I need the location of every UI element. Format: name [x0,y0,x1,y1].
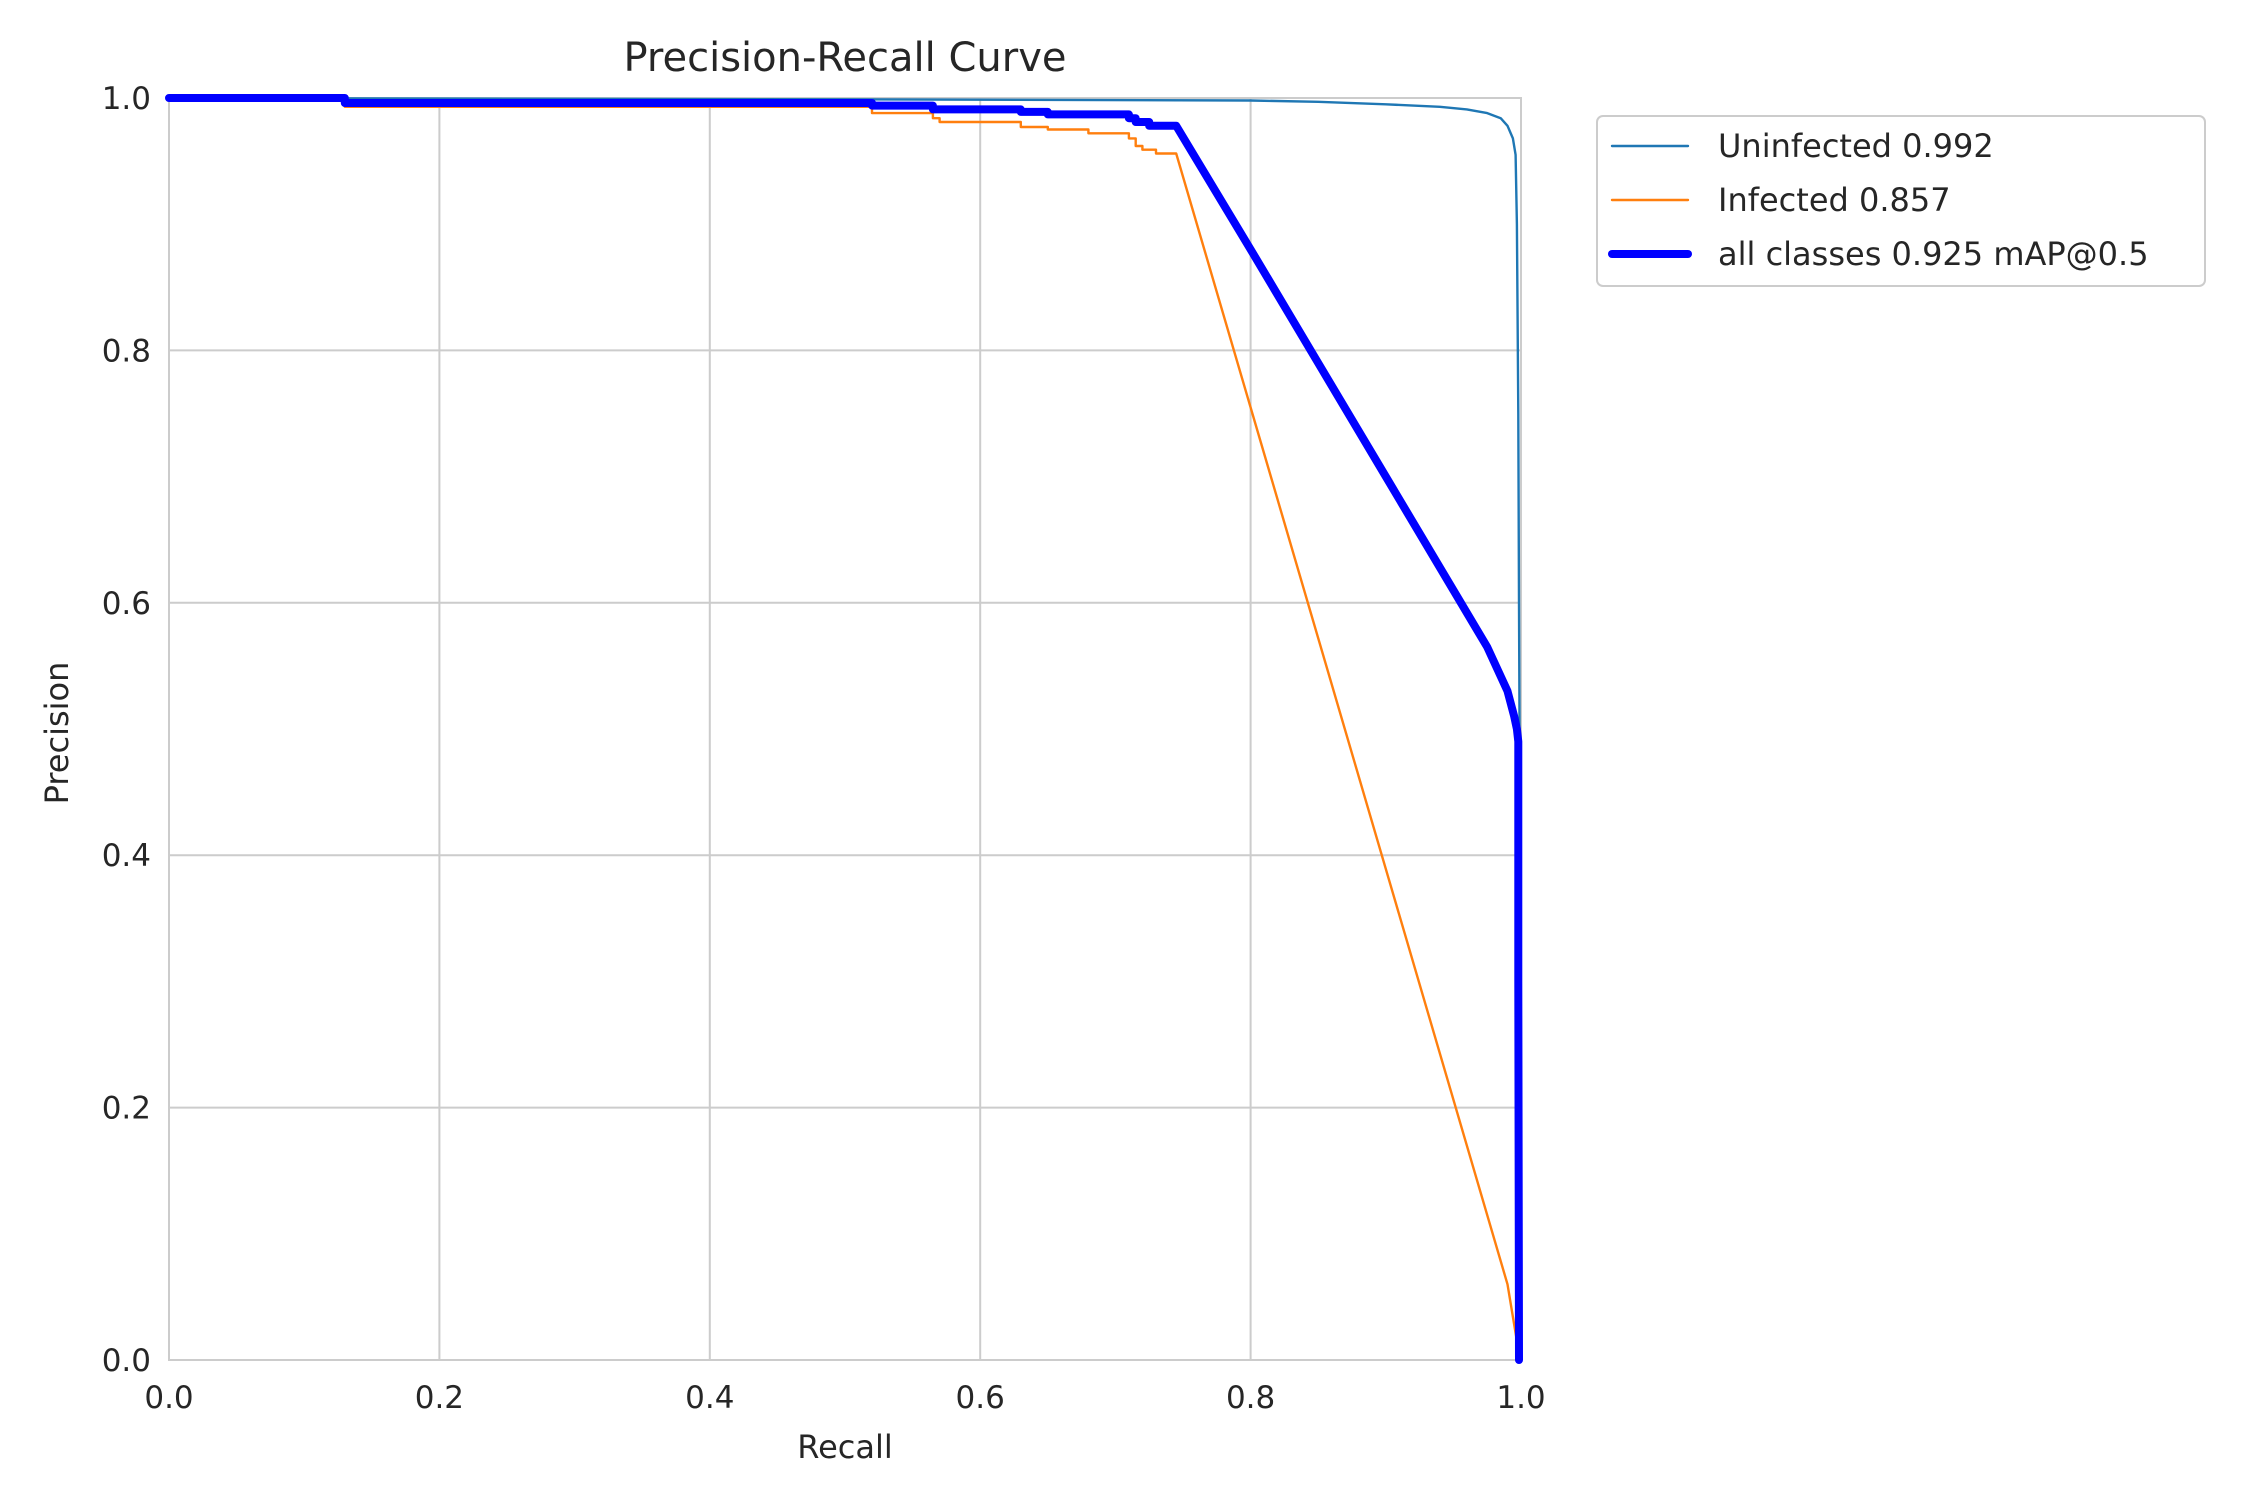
y-tick-label: 0.8 [102,333,151,369]
series-line-1 [167,96,1521,1355]
y-tick-label: 1.0 [102,81,151,117]
legend-label-2: all classes 0.925 mAP@0.5 [1718,235,2149,273]
x-tick-label: 0.4 [685,1380,734,1416]
y-tick-label: 0.6 [102,586,151,622]
y-tick-label: 0.4 [102,838,151,874]
series-line-2 [165,94,1523,1364]
x-tick-label: 0.8 [1226,1380,1275,1416]
legend: Uninfected 0.992 Infected 0.857 all classe… [1596,115,2206,287]
grid [168,97,1522,1361]
x-tick-label: 1.0 [1496,1380,1545,1416]
y-tick-label: 0.2 [102,1091,151,1127]
x-tick-label: 0.0 [144,1380,193,1416]
y-tick-label: 0.0 [102,1343,151,1379]
legend-label-1: Infected 0.857 [1718,181,1951,219]
y-axis-title: Precision [38,662,76,805]
plot-frame [168,97,1522,1361]
x-axis-title: Recall [797,1428,892,1466]
legend-box [1596,115,2206,287]
series-line-0 [167,96,1522,819]
x-tick-label: 0.2 [415,1380,464,1416]
legend-label-0: Uninfected 0.992 [1718,127,1994,165]
tick-labels: 0.0 0.2 0.4 0.6 0.8 1.0 0.0 0.2 0.4 0.6 0.8 1.0 [102,81,1546,1416]
x-tick-label: 0.6 [956,1380,1005,1416]
series-lines [165,94,1523,1364]
chart-title: Precision-Recall Curve [624,35,1067,81]
